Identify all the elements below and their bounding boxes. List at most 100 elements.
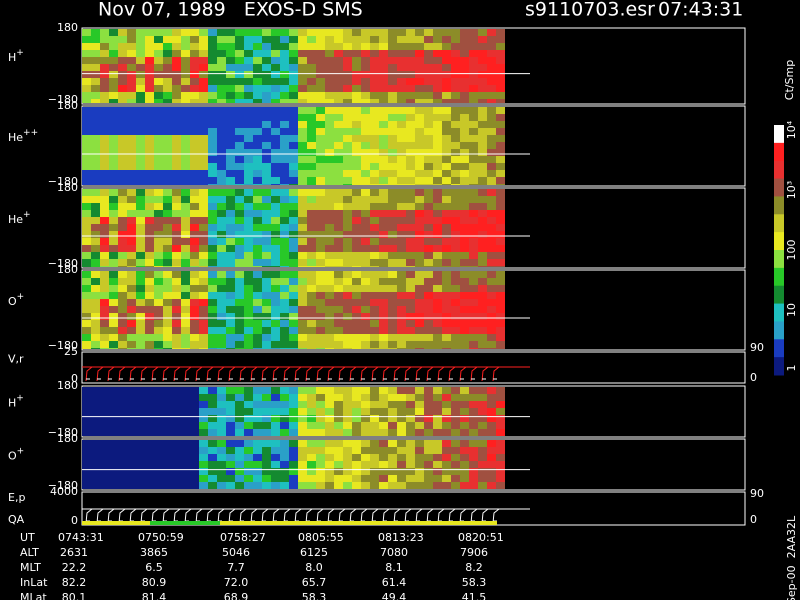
spectrogram-cell	[118, 348, 127, 349]
spectrogram-cell	[181, 121, 190, 128]
spectrogram-cell	[316, 121, 325, 128]
spectrogram-cell	[379, 341, 388, 348]
spectrogram-cell	[289, 440, 298, 447]
spectrogram-cell	[424, 482, 433, 489]
spectrogram-cell	[325, 429, 334, 436]
spectrogram-cell	[154, 468, 163, 475]
spectrogram-cell	[118, 447, 127, 454]
spectrogram-cell	[406, 149, 415, 156]
spectrogram-cell	[208, 78, 217, 85]
spectrogram-cell	[496, 36, 505, 43]
spectrogram-cell	[253, 429, 262, 436]
spectrogram-cell	[433, 415, 442, 422]
spectrogram-cell	[136, 177, 145, 184]
spectrogram-cell	[172, 468, 181, 475]
spectrogram-cell	[451, 50, 460, 57]
spectrogram-cell	[334, 189, 343, 196]
spectrogram-cell	[199, 170, 208, 177]
spectrogram-cell	[352, 107, 361, 114]
spectrogram-cell	[289, 163, 298, 170]
spectrogram-cell	[343, 278, 352, 285]
spectrogram-cell	[343, 99, 352, 103]
spectrogram-cell	[469, 107, 478, 114]
spectrogram-cell	[154, 184, 163, 185]
spectrogram-cell	[100, 461, 109, 468]
spectrogram-cell	[289, 341, 298, 348]
spectrogram-cell	[244, 454, 253, 461]
spectrogram-cell	[253, 170, 262, 177]
spectrogram-cell	[352, 71, 361, 78]
spectrogram-cell	[253, 461, 262, 468]
spectrogram-cell	[298, 245, 307, 252]
spectrogram-cell	[199, 64, 208, 71]
spectrogram-cell	[127, 121, 136, 128]
spectrogram-cell	[469, 163, 478, 170]
spectrogram-cell	[280, 348, 289, 349]
spectrogram-cell	[415, 461, 424, 468]
spectrogram-cell	[460, 217, 469, 224]
spectrogram-cell	[91, 415, 100, 422]
spectrogram-cell	[343, 252, 352, 259]
spectrogram-cell	[496, 43, 505, 50]
spectrogram-cell	[424, 415, 433, 422]
spectrogram-cell	[208, 210, 217, 217]
spectrogram-cell	[460, 29, 469, 36]
spectrogram-cell	[190, 71, 199, 78]
spectrogram-cell	[91, 78, 100, 85]
spectrogram-cell	[478, 271, 487, 278]
spectrogram-cell	[280, 306, 289, 313]
spectrogram-cell	[289, 401, 298, 408]
spectrogram-cell	[361, 475, 370, 482]
spectrogram-cell	[424, 429, 433, 436]
spectrogram-cell	[451, 99, 460, 103]
spectrogram-cell	[424, 135, 433, 142]
spectrogram-cell	[262, 64, 271, 71]
spectrogram-cell	[217, 285, 226, 292]
spectrogram-cell	[136, 320, 145, 327]
spectrogram-cell	[478, 184, 487, 185]
spectrogram-cell	[118, 429, 127, 436]
spectrogram-cell	[352, 50, 361, 57]
spectrogram-cell	[307, 128, 316, 135]
spectrogram-cell	[262, 50, 271, 57]
spectrogram-cell	[496, 142, 505, 149]
spectrogram-cell	[91, 401, 100, 408]
spectrogram-cell	[298, 313, 307, 320]
spectrogram-cell	[181, 99, 190, 103]
spectrogram-cell	[370, 341, 379, 348]
spectrogram-cell	[163, 429, 172, 436]
spectrogram-cell	[145, 454, 154, 461]
spectrogram-cell	[127, 299, 136, 306]
spectrogram-cell	[379, 50, 388, 57]
spectrogram-cell	[316, 252, 325, 259]
spectrogram-cell	[127, 278, 136, 285]
spectrogram-cell	[217, 43, 226, 50]
row-value: 7080	[380, 546, 408, 559]
spectrogram-cell	[217, 135, 226, 142]
spectrogram-cell	[397, 299, 406, 306]
spectrogram-cell	[271, 121, 280, 128]
spectrogram-cell	[442, 231, 451, 238]
spectrogram-cell	[325, 415, 334, 422]
spectrogram-cell	[325, 170, 334, 177]
spectrogram-cell	[388, 149, 397, 156]
spectrogram-cell	[478, 196, 487, 203]
spectrogram-cell	[343, 224, 352, 231]
spectrogram-cell	[127, 334, 136, 341]
spectrogram-cell	[289, 189, 298, 196]
spectrogram-cell	[424, 78, 433, 85]
spectrogram-cell	[262, 320, 271, 327]
spectrogram-cell	[118, 170, 127, 177]
spectrogram-cell	[370, 128, 379, 135]
spectrogram-cell	[100, 387, 109, 394]
spectrogram-cell	[478, 440, 487, 447]
spectrogram-cell	[307, 238, 316, 245]
spectrogram-cell	[289, 387, 298, 394]
spectrogram-cell	[136, 266, 145, 267]
spectrogram-cell	[226, 292, 235, 299]
spectrogram-cell	[307, 43, 316, 50]
spectrogram-cell	[343, 313, 352, 320]
spectrogram-cell	[208, 327, 217, 334]
spectrogram-cell	[307, 92, 316, 99]
spectrogram-cell	[127, 217, 136, 224]
